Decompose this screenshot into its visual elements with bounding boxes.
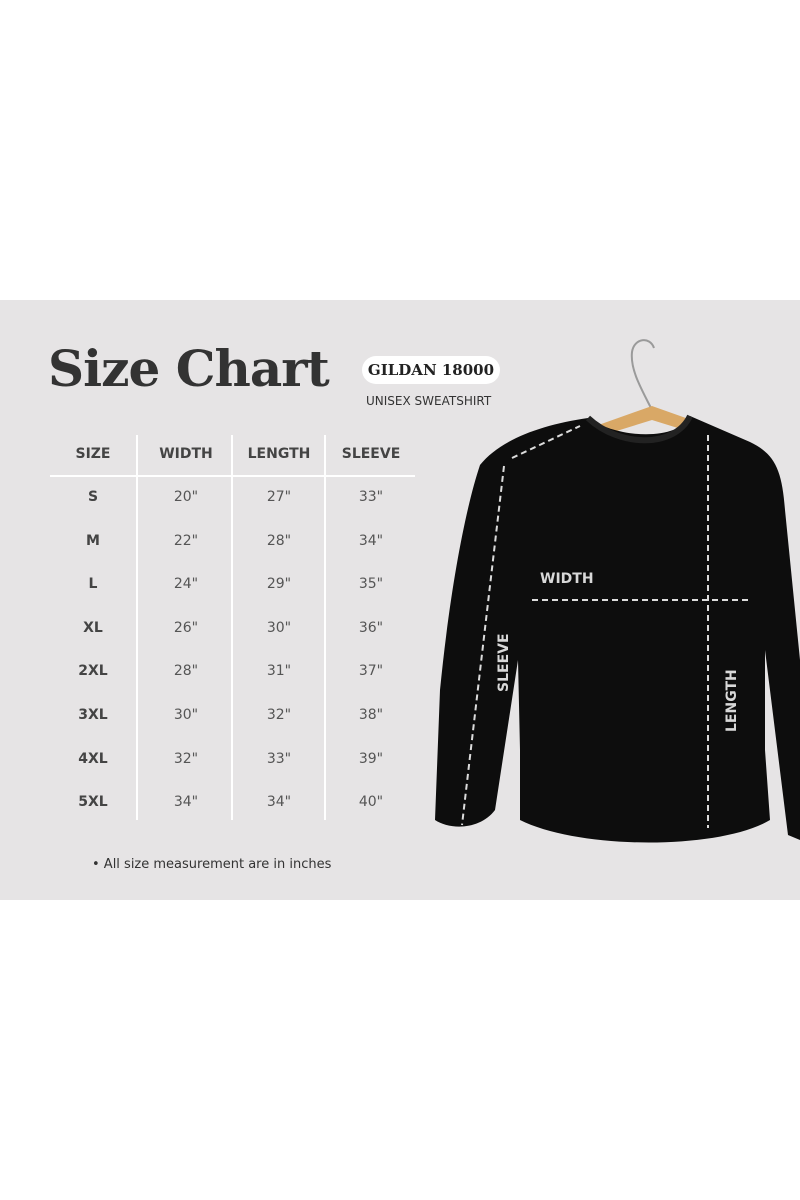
measurement-cell: 34" [173, 794, 199, 811]
measurement-cell: 35" [358, 576, 384, 593]
column-header-size: SIZE [75, 446, 111, 462]
measurement-cell: 33" [358, 489, 384, 505]
measurement-cell: 29" [266, 576, 292, 593]
size-label: 5XL [78, 794, 108, 811]
size-label: 2XL [78, 663, 108, 680]
size-label: 3XL [78, 707, 108, 723]
product-subtitle: UNISEX SWEATSHIRT [366, 394, 492, 408]
product-badge: GILDAN 18000 [362, 356, 500, 384]
column-header-sleeve: SLEEVE [341, 446, 401, 462]
measure-lines [461, 425, 748, 828]
column-header-length: LENGTH [247, 446, 311, 462]
width-label: WIDTH [540, 571, 594, 587]
measurement-cell: 30" [173, 707, 199, 723]
column-divider [231, 435, 233, 820]
measurement-cell: 24" [173, 576, 199, 593]
footnote: • All size measurement are in inches [92, 857, 332, 872]
measurement-cell: 31" [266, 663, 292, 680]
measurement-cell: 39" [358, 750, 384, 767]
sweatshirt-shape [435, 416, 800, 843]
hanger-hook [630, 339, 655, 411]
measurement-cell: 34" [266, 794, 292, 811]
measurement-cell: 32" [266, 707, 292, 723]
measurement-cell: 37" [358, 663, 384, 680]
measurement-cell: 40" [358, 794, 384, 811]
measurement-cell: 28" [266, 532, 292, 549]
page-title: Size Chart [48, 339, 330, 398]
column-divider [324, 435, 326, 820]
measurement-cell: 32" [173, 750, 199, 767]
measurement-cell: 22" [173, 532, 199, 549]
column-header-width: WIDTH [159, 446, 213, 462]
size-label: 4XL [78, 750, 108, 767]
measurement-cell: 36" [358, 619, 384, 636]
sleeve-label: SLEEVE [496, 633, 512, 692]
measurement-cell: 27" [266, 489, 292, 505]
size-label: M [86, 532, 100, 549]
measurement-cell: 33" [266, 750, 292, 767]
size-label: S [87, 489, 99, 505]
measurement-cell: 38" [358, 707, 384, 723]
measurement-cell: 30" [266, 619, 292, 636]
size-label: XL [83, 619, 103, 636]
column-divider [136, 435, 138, 820]
measurement-cell: 26" [173, 619, 199, 636]
sweatshirt-diagram: WIDTH SLEEVE LENGTH [435, 339, 800, 843]
length-label: LENGTH [724, 669, 740, 732]
measurement-cell: 34" [358, 532, 384, 549]
size-label: L [88, 576, 98, 593]
measurement-cell: 20" [173, 489, 199, 505]
measurement-cell: 28" [173, 663, 199, 680]
